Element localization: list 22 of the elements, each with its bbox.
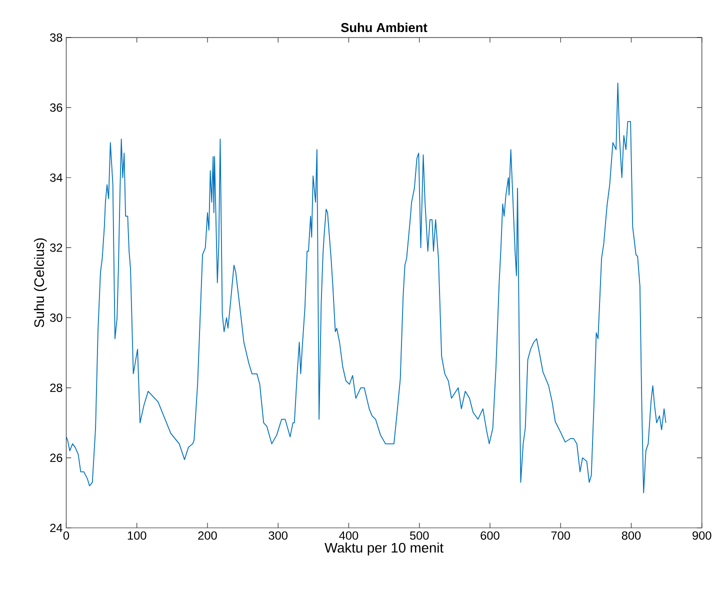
x-tick-label: 700 <box>551 531 570 540</box>
x-tick-label: 900 <box>692 531 712 540</box>
x-tick-label: 100 <box>128 531 146 540</box>
y-tick-label: 36 <box>50 103 62 112</box>
x-axis-title: Waktu per 10 menit <box>324 542 444 556</box>
y-tick-label: 34 <box>50 173 62 182</box>
line-series <box>66 82 666 494</box>
x-tick-label: 400 <box>339 531 358 540</box>
x-tick-label: 200 <box>198 531 217 540</box>
x-tick-label: 300 <box>268 531 288 540</box>
y-tick-label: 32 <box>50 243 62 252</box>
y-tick-label: 38 <box>50 33 62 42</box>
y-axis-title: Suhu (Celcius) <box>34 238 47 328</box>
y-tick-label: 28 <box>50 384 62 392</box>
x-tick-label: 0 <box>63 531 70 540</box>
y-tick-label: 26 <box>50 454 62 462</box>
x-tick-label: 600 <box>480 531 500 540</box>
y-tick-label: 30 <box>50 313 62 322</box>
chart-title: Suhu Ambient <box>341 22 428 32</box>
x-tick-label: 500 <box>410 531 429 540</box>
y-tick-label: 24 <box>50 524 62 532</box>
x-tick-label: 800 <box>622 531 641 540</box>
